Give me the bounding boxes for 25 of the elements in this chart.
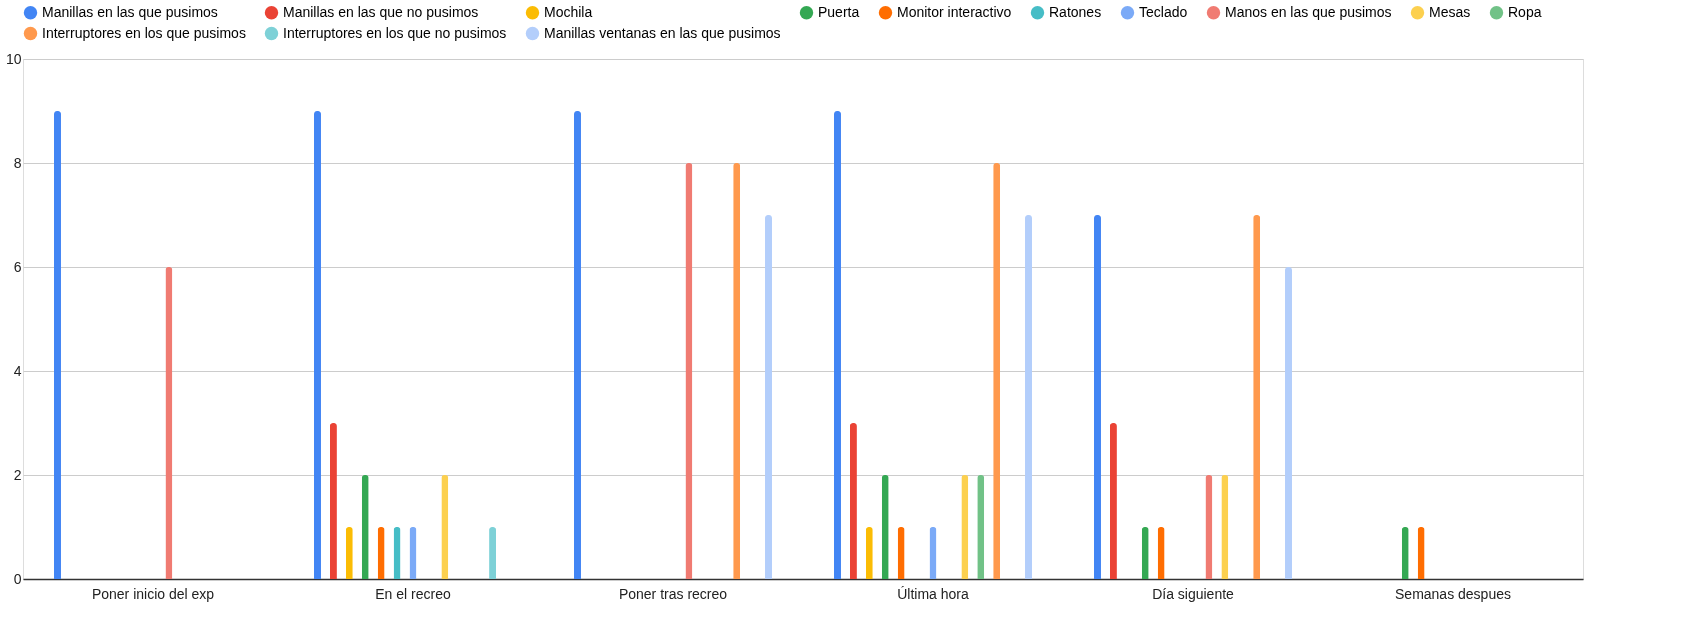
x-tick-label: Semanas despues [1395,585,1511,602]
legend-label: Interruptores en los que no pusimos [283,24,507,41]
legend-label: Interruptores en los que pusimos [42,24,246,41]
y-tick-label: 6 [13,258,22,275]
legend-label: Manillas ventanas en las que pusimos [544,24,781,41]
legend-label: Mochila [544,3,593,20]
x-tick-label: Poner inicio del exp [91,585,215,602]
legend-label: Manillas en las que no pusimos [283,3,479,20]
y-tick-label: 10 [5,50,22,67]
legend-label: Ratones [1049,3,1102,20]
legend-label: Puerta [818,3,860,20]
legend-label: Ropa [1508,3,1542,20]
legend-label: Teclado [1139,3,1188,20]
legend-label: Manos en las que pusimos [1225,3,1392,20]
x-tick-label: En el recreo [375,585,451,602]
x-tick-label: Día siguiente [1152,585,1235,602]
x-tick-label: Poner tras recreo [618,585,728,602]
y-tick-label: 2 [13,466,22,483]
y-tick-label: 8 [13,154,22,171]
y-tick-label: 0 [13,570,22,587]
y-tick-label: 4 [13,362,22,379]
x-tick-label: Última hora [897,585,969,602]
legend-label: Mesas [1429,3,1471,20]
legend-label: Manillas en las que pusimos [42,3,218,20]
legend-label: Monitor interactivo [897,3,1012,20]
